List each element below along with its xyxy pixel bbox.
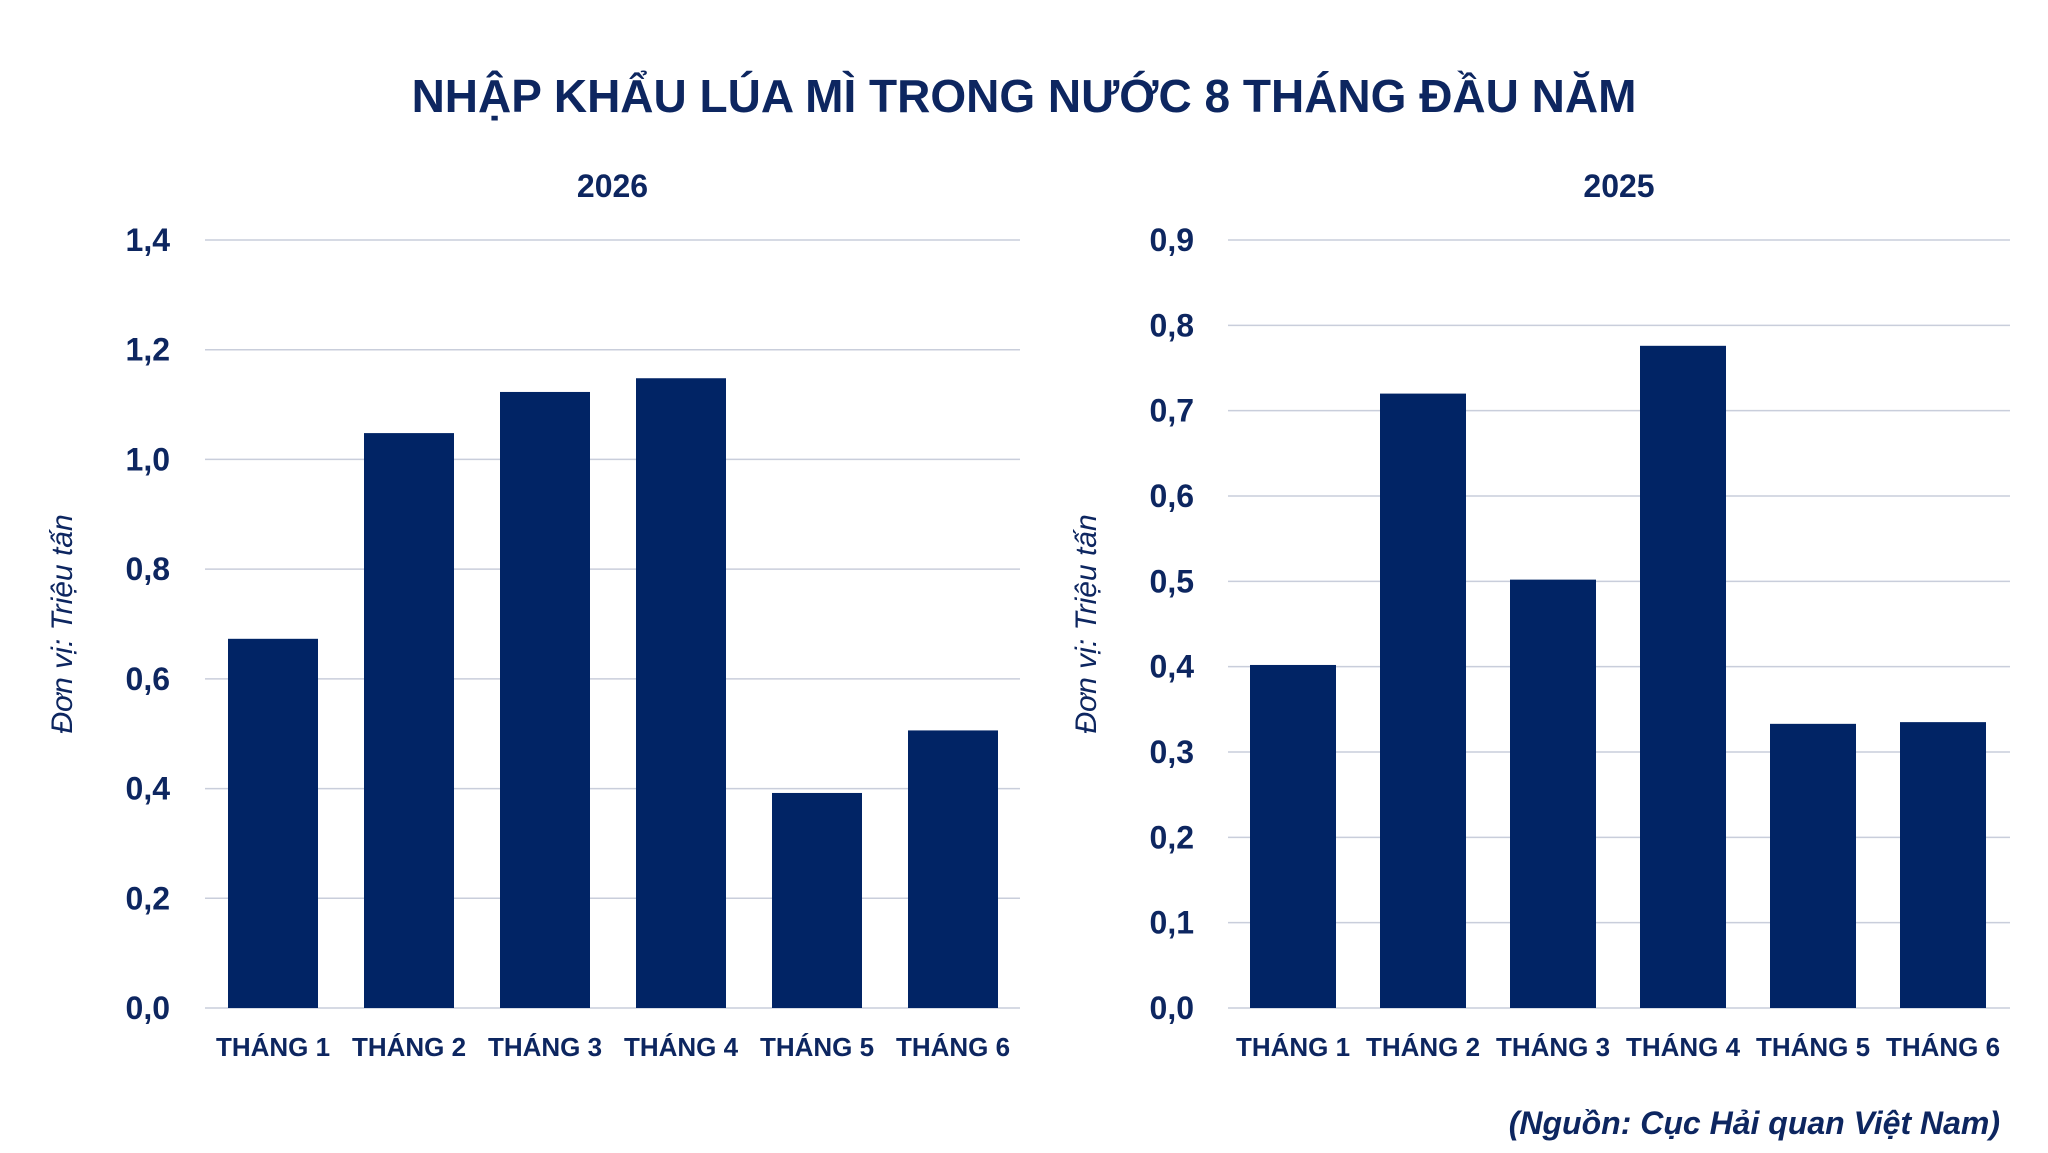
bar <box>1510 579 1596 1008</box>
y-tick-label: 0,0 <box>1150 990 1194 1026</box>
y-tick-label: 0,8 <box>1150 307 1194 343</box>
bar <box>500 391 590 1008</box>
y-tick-label: 0,2 <box>1150 819 1194 855</box>
y-tick-label: 0,8 <box>126 551 170 587</box>
x-tick-label: THÁNG 6 <box>896 1032 1010 1062</box>
bar <box>1380 393 1466 1009</box>
bar <box>772 792 862 1008</box>
source-note: (Nguồn: Cục Hải quan Việt Nam) <box>1509 1105 2000 1141</box>
y-tick-label: 0,6 <box>126 661 170 697</box>
bar <box>1900 722 1986 1008</box>
y-tick-label: 0,2 <box>126 880 170 916</box>
y-tick-label: 0,7 <box>1150 393 1194 429</box>
y-tick-label: 0,0 <box>126 990 170 1026</box>
y-tick-label: 0,4 <box>126 771 171 807</box>
x-tick-label: THÁNG 4 <box>1626 1032 1741 1062</box>
bar <box>364 433 454 1008</box>
chart-panel-2025: 2025 Đơn vị: Triệu tấn 0,0 0,1 0,2 0,3 0,4 0,5 0… <box>1070 168 2010 1062</box>
y-tick-label: 0,3 <box>1150 734 1194 770</box>
panel-title: 2025 <box>1583 168 1654 204</box>
bar <box>1250 664 1336 1008</box>
x-tick-label: THÁNG 4 <box>624 1032 739 1062</box>
bar <box>1770 723 1856 1008</box>
y-tick-label: 1,4 <box>126 222 171 258</box>
x-tick-label: THÁNG 2 <box>1366 1032 1480 1062</box>
y-tick-label: 1,0 <box>126 441 170 477</box>
x-tick-label: THÁNG 5 <box>1756 1032 1870 1062</box>
y-tick-label: 0,5 <box>1150 563 1194 599</box>
x-tick-label: THÁNG 2 <box>352 1032 466 1062</box>
y-tick-label: 1,2 <box>126 332 170 368</box>
chart-panel-2026: 2026 Đơn vị: Triệu tấn 0,0 0,2 0,4 0,6 0,8 1,0 1… <box>46 168 1020 1062</box>
x-tick-label: THÁNG 1 <box>1236 1032 1350 1062</box>
x-tick-label: THÁNG 5 <box>760 1032 874 1062</box>
y-tick-label: 0,4 <box>1150 649 1195 685</box>
panel-title: 2026 <box>577 168 648 204</box>
y-axis-label: Đơn vị: Triệu tấn <box>1070 514 1103 733</box>
y-tick-label: 0,1 <box>1150 905 1194 941</box>
x-tick-label: THÁNG 1 <box>216 1032 330 1062</box>
bar <box>228 638 318 1008</box>
bar <box>1640 345 1726 1008</box>
y-axis-label: Đơn vị: Triệu tấn <box>46 514 79 733</box>
x-tick-label: THÁNG 6 <box>1886 1032 2000 1062</box>
bar <box>908 730 998 1008</box>
x-tick-label: THÁNG 3 <box>1496 1032 1610 1062</box>
bar <box>636 378 726 1008</box>
y-tick-label: 0,6 <box>1150 478 1194 514</box>
chart-title: NHẬP KHẨU LÚA MÌ TRONG NƯỚC 8 THÁNG ĐẦU … <box>412 70 1637 122</box>
y-tick-label: 0,9 <box>1150 222 1194 258</box>
x-tick-label: THÁNG 3 <box>488 1032 602 1062</box>
